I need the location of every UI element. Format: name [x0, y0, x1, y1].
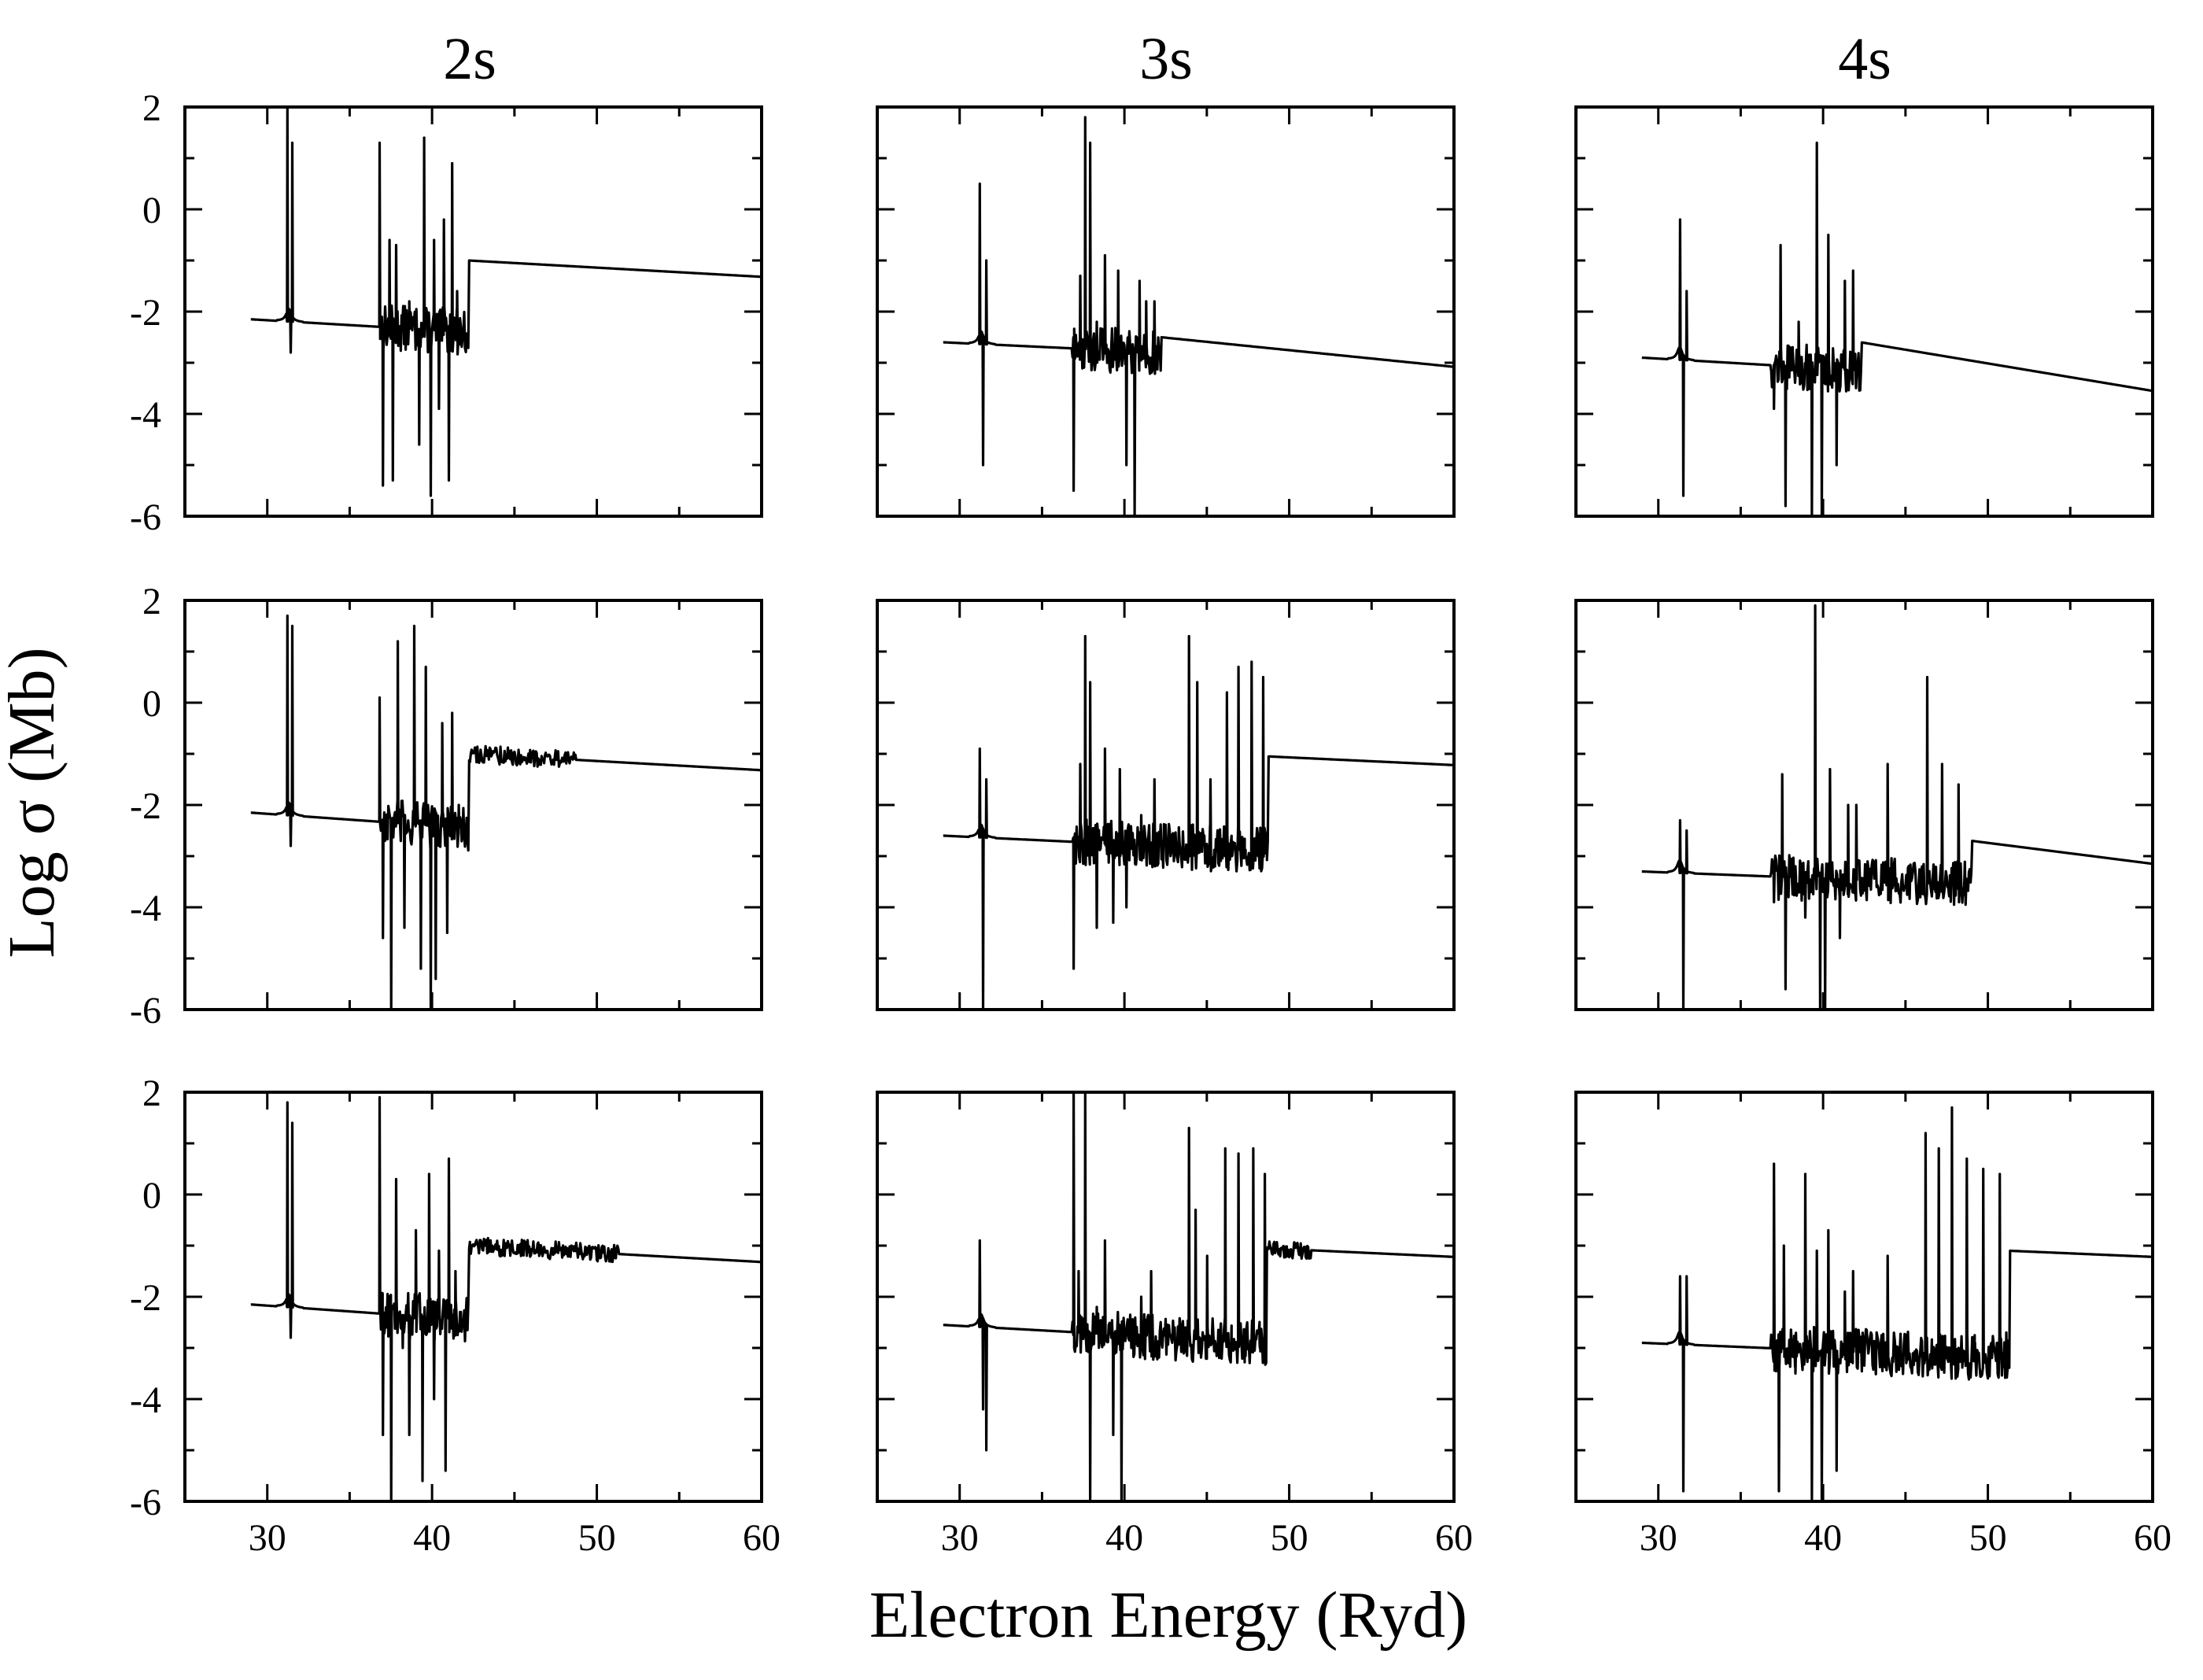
y-tick-label: 2 [142, 87, 161, 129]
y-tick-label: 0 [142, 683, 161, 725]
y-tick-label: -2 [130, 1277, 161, 1319]
x-tick-label: 50 [578, 1517, 616, 1559]
series-line [250, 614, 762, 1011]
y-tick-label: -2 [130, 785, 161, 827]
x-tick-label: 50 [1969, 1517, 2007, 1559]
x-tick-label: 40 [413, 1517, 451, 1559]
y-tick-label: -4 [130, 394, 161, 436]
y-tick-label: -2 [130, 292, 161, 334]
panel-r2-c0: -6 -4 -2 0 2 30 40 50 60 [130, 1073, 780, 1559]
series-line [1641, 1106, 2153, 1503]
series-line [250, 105, 762, 497]
x-tick-label: 60 [743, 1517, 780, 1559]
panel-r1-c2 [1574, 599, 2154, 1011]
x-tick-label: 30 [1640, 1517, 1677, 1559]
y-tick-label: 2 [142, 581, 161, 622]
series-line [250, 1095, 762, 1503]
y-tick-label: 0 [142, 190, 161, 231]
plot-frame [876, 599, 1456, 1011]
y-axis-title: Log σ (Mb) [0, 647, 68, 958]
panel-r1-c1 [876, 599, 1456, 1011]
panel-grid: -6 -4 -2 0 2 -6 -4 -2 0 2 -6 -4 -2 0 2 30 40 50 60 30 40 50 60… [130, 87, 2172, 1559]
plot-frame [1574, 599, 2154, 1011]
x-tick-label: 40 [1804, 1517, 1842, 1559]
x-tick-label: 60 [1435, 1517, 1473, 1559]
y-tick-label: 2 [142, 1073, 161, 1114]
y-tick-label: 0 [142, 1175, 161, 1217]
y-tick-label: -4 [130, 888, 161, 929]
panel-r0-c2 [1574, 105, 2154, 518]
plot-frame [876, 1091, 1456, 1503]
panel-r1-c0: -6 -4 -2 0 2 [130, 581, 763, 1032]
x-tick-label: 60 [2134, 1517, 2172, 1559]
y-tick-label: -6 [130, 990, 161, 1032]
column-title-4s: 4s [1838, 26, 1891, 92]
panel-r0-c1 [876, 105, 1456, 518]
x-tick-label: 30 [941, 1517, 979, 1559]
y-tick-label: -6 [130, 497, 161, 538]
plot-frame [183, 1091, 763, 1503]
y-tick-label: -6 [130, 1482, 161, 1523]
column-title-2s: 2s [443, 26, 496, 92]
plot-frame [876, 105, 1456, 518]
panel-r2-c2: 30 40 50 60 [1574, 1091, 2172, 1559]
plot-frame [1574, 1091, 2154, 1503]
panel-r0-c0: -6 -4 -2 0 2 [130, 87, 763, 538]
y-tick-label: -4 [130, 1379, 161, 1421]
panel-r2-c1: 30 40 50 60 [876, 1091, 1473, 1559]
x-tick-label: 30 [249, 1517, 286, 1559]
x-axis-title: Electron Energy (Ryd) [869, 1578, 1467, 1652]
series-line [943, 1091, 1455, 1503]
plot-frame [183, 599, 763, 1011]
x-tick-label: 50 [1271, 1517, 1308, 1559]
series-line [1641, 141, 2153, 518]
plot-frame [1574, 105, 2154, 518]
x-tick-label: 40 [1105, 1517, 1143, 1559]
series-line [943, 116, 1455, 518]
series-line [943, 634, 1455, 1011]
plot-frame [183, 105, 763, 518]
series-line [1641, 604, 2153, 1011]
column-title-3s: 3s [1139, 26, 1193, 92]
